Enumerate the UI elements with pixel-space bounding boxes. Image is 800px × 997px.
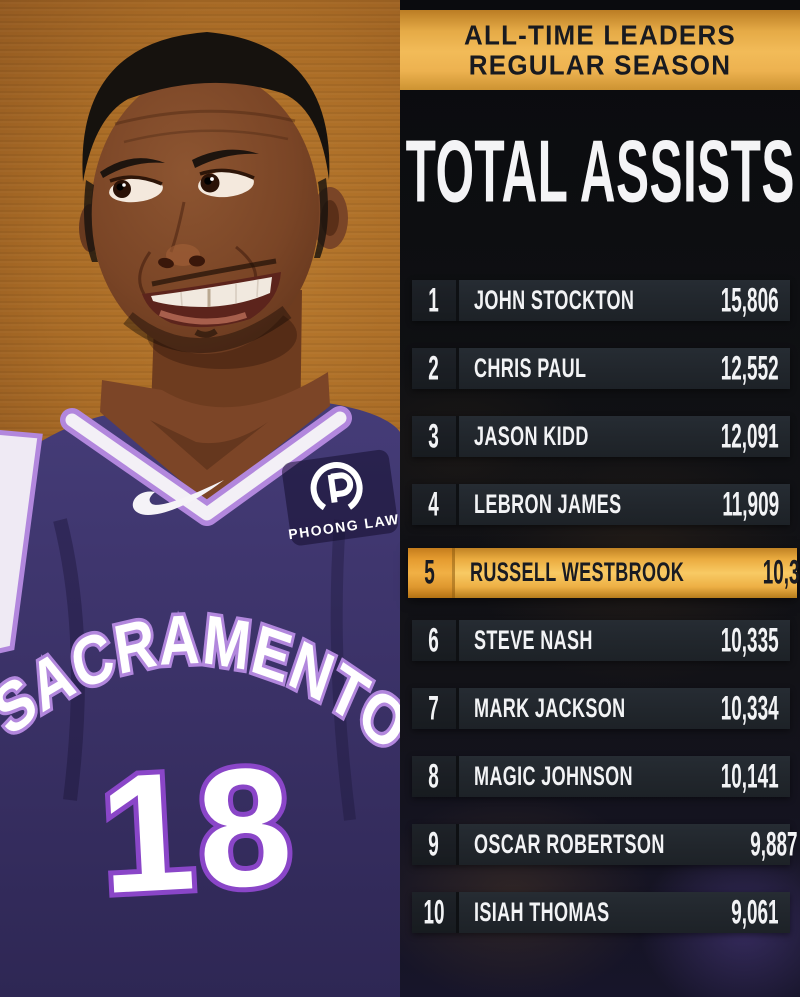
player-illustration: PHOONG LAW SACRAMENTO 18 [0, 32, 400, 997]
eyes [109, 168, 255, 203]
leaderboard-row-6: 6 STEVE NASH 10,335 [412, 620, 790, 661]
nike-swoosh-icon [132, 480, 224, 515]
player-name: LEBRON JAMES [474, 488, 622, 520]
assists-value: 11,909 [722, 484, 779, 524]
stat-title-text: TOTAL ASSISTS [405, 123, 795, 221]
leaderboard-row-8: 8 MAGIC JOHNSON 10,141 [412, 756, 790, 797]
rank: 3 [428, 416, 440, 456]
player-jersey: PHOONG LAW SACRAMENTO 18 [0, 372, 400, 997]
leaderboard-row-2: 2 CHRIS PAUL 12,552 [412, 348, 790, 389]
header-line-1: ALL-TIME LEADERS [464, 19, 736, 51]
nose [158, 201, 205, 269]
assists-value: 12,552 [721, 348, 779, 388]
leaderboard-row-4: 4 LEBRON JAMES 11,909 [412, 484, 790, 525]
jersey-number: 18 [96, 731, 300, 929]
assists-value: 9,061 [731, 892, 779, 932]
assists-value: 10,334 [721, 688, 779, 728]
leaderboard-panel: ALL-TIME LEADERS REGULAR SEASON TOTAL AS… [400, 0, 800, 997]
chin-beard [123, 305, 292, 353]
player-name: ISIAH THOMAS [474, 896, 610, 928]
assists-value: 15,806 [721, 280, 779, 320]
player-face [79, 32, 348, 354]
player-name: MARK JACKSON [474, 692, 626, 724]
leaderboard-row-1: 1 JOHN STOCKTON 15,806 [412, 280, 790, 321]
rank: 4 [428, 484, 440, 524]
rank: 10 [423, 892, 445, 932]
rank: 8 [428, 756, 440, 796]
rank: 1 [428, 280, 440, 320]
sponsor-patch: PHOONG LAW [281, 449, 400, 546]
player-photo: PHOONG LAW SACRAMENTO 18 [0, 0, 400, 997]
left-eyebrow [100, 158, 165, 178]
leaderboard-row-5-highlighted: 5 RUSSELL WESTBROOK 10,336 [408, 547, 800, 598]
vneck-trim [60, 406, 352, 526]
assists-value: 9,887 [750, 824, 798, 864]
assists-value: 12,091 [721, 416, 779, 456]
leaderboard-row-10: 10 ISIAH THOMAS 9,061 [412, 892, 790, 933]
rank: 5 [424, 552, 436, 592]
assists-value: 10,335 [721, 620, 779, 660]
player-name: OSCAR ROBERTSON [474, 828, 665, 860]
assists-value: 10,141 [721, 756, 779, 796]
player-name: JOHN STOCKTON [474, 284, 635, 316]
leaderboard-rows: 1 JOHN STOCKTON 15,806 2 CHRIS PAUL 12,5… [408, 280, 800, 960]
gold-header-banner: ALL-TIME LEADERS REGULAR SEASON [400, 10, 800, 90]
player-name: RUSSELL WESTBROOK [470, 556, 685, 588]
assists-value: 10,336 [762, 552, 800, 592]
armhole-trim [0, 430, 43, 654]
smiling-mouth [142, 258, 281, 328]
stat-title: TOTAL ASSISTS [400, 122, 800, 222]
rank: 9 [428, 824, 440, 864]
right-eyebrow [192, 149, 259, 168]
player-name: JASON KIDD [474, 420, 589, 452]
rank: 6 [428, 620, 440, 660]
leaderboard-row-3: 3 JASON KIDD 12,091 [412, 416, 790, 457]
player-name: STEVE NASH [474, 624, 593, 656]
player-name: CHRIS PAUL [474, 352, 587, 384]
leaderboard-row-9: 9 OSCAR ROBERTSON 9,887 [412, 824, 798, 865]
leaderboard-row-7: 7 MARK JACKSON 10,334 [412, 688, 790, 729]
rank: 2 [428, 348, 440, 388]
header-line-2: REGULAR SEASON [468, 49, 732, 81]
rank: 7 [428, 688, 440, 728]
player-hair [82, 32, 330, 182]
player-name: MAGIC JOHNSON [474, 760, 633, 792]
